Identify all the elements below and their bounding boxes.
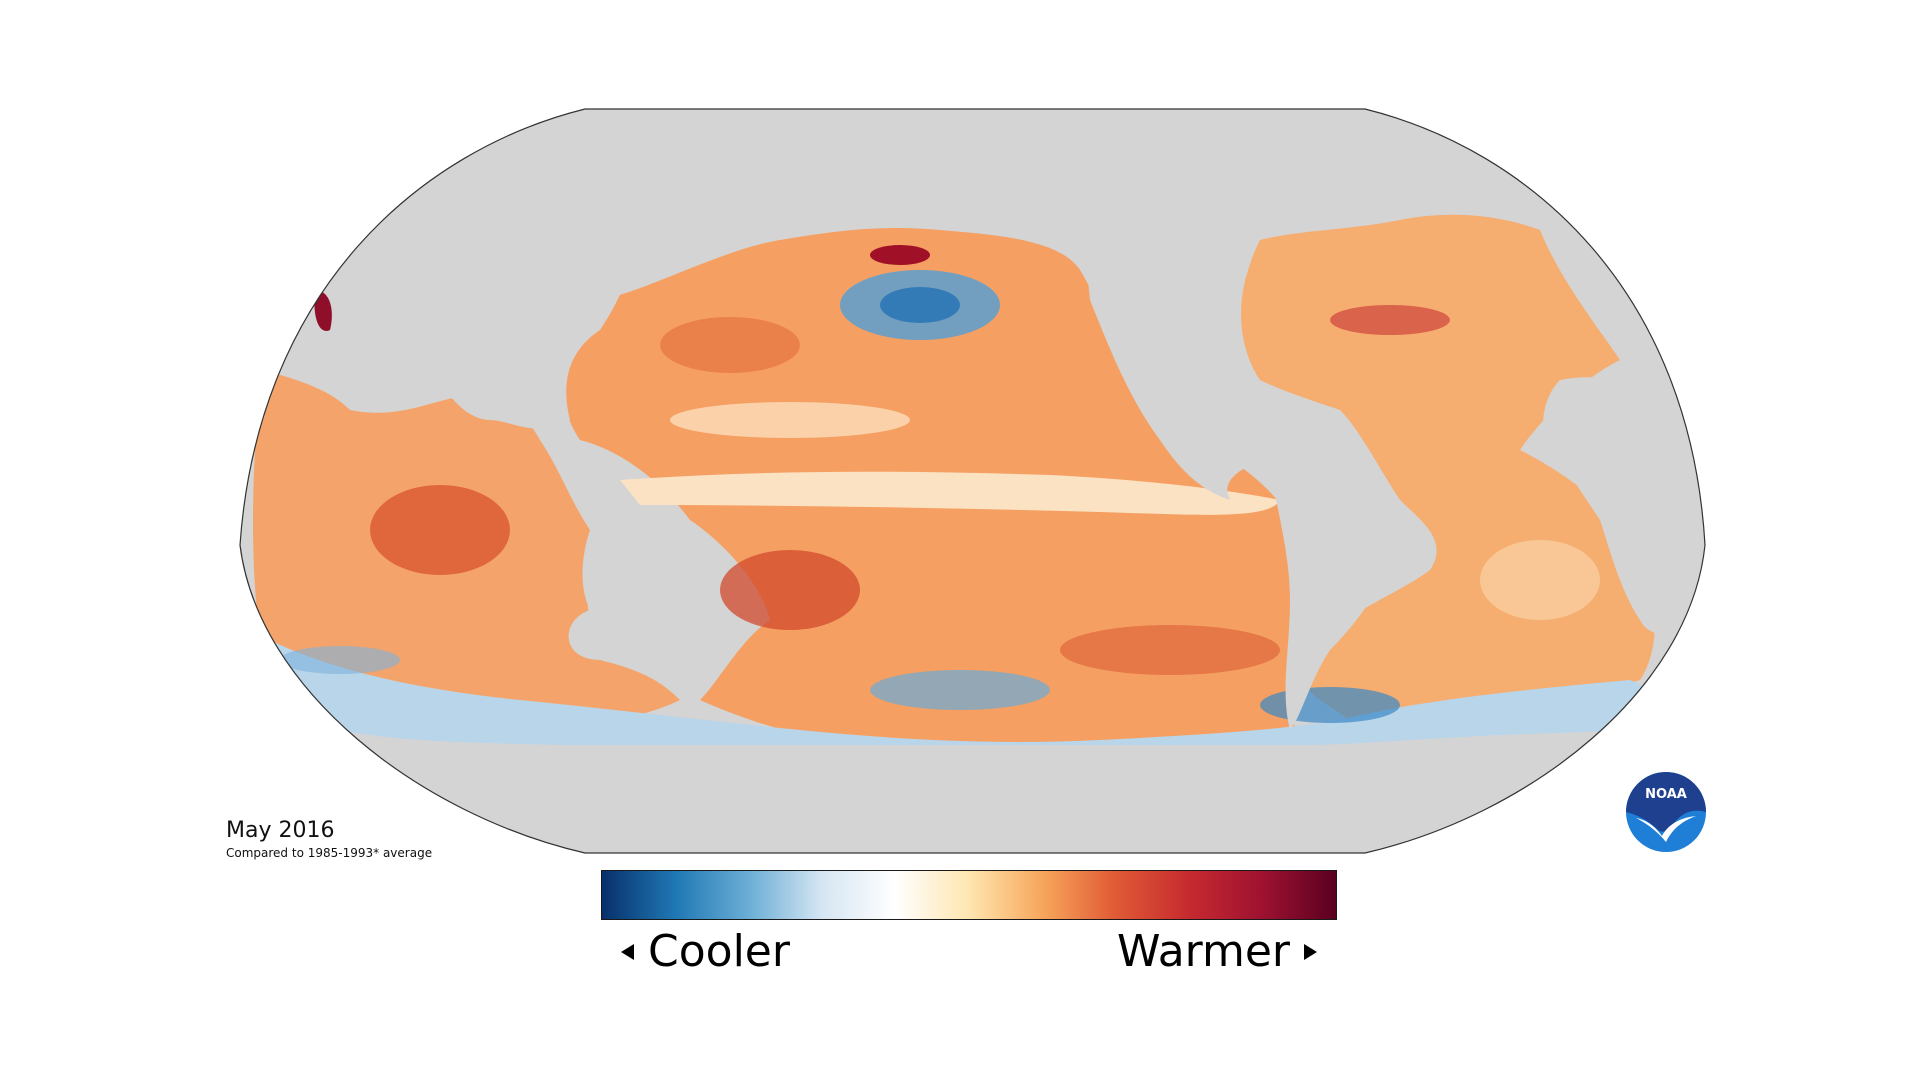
logo-gull xyxy=(1636,816,1696,842)
noaa-logo-icon: NOAA xyxy=(1623,769,1709,855)
landmass-antarctica xyxy=(240,745,1705,853)
equatorial-pacific-band xyxy=(620,471,1280,515)
caption: May 2016 Compared to 1985-1993* average xyxy=(226,818,432,861)
landmass-americas-north xyxy=(1080,200,1260,500)
right-arrow-icon xyxy=(1304,944,1317,960)
legend-cooler-label: Cooler xyxy=(648,926,790,977)
color-legend: Cooler Warmer xyxy=(601,870,1337,980)
landmass-americas-south xyxy=(1270,470,1400,730)
landmass-australia xyxy=(587,566,702,662)
left-arrow-icon xyxy=(621,944,634,960)
legend-cooler: Cooler xyxy=(621,926,790,978)
map-baseline-subtitle: Compared to 1985-1993* average xyxy=(226,846,433,860)
landmass-africa xyxy=(1543,377,1705,635)
logo-top xyxy=(1626,772,1706,832)
landmass-arctic xyxy=(240,109,1705,200)
map-outline xyxy=(239,108,1706,854)
legend-warmer: Warmer xyxy=(1117,926,1317,978)
southern-ocean xyxy=(262,640,1654,760)
map-date-title: May 2016 xyxy=(226,818,335,843)
legend-color-bar xyxy=(601,870,1337,920)
legend-warmer-label: Warmer xyxy=(1117,926,1290,977)
logo-text: NOAA xyxy=(1645,787,1687,802)
